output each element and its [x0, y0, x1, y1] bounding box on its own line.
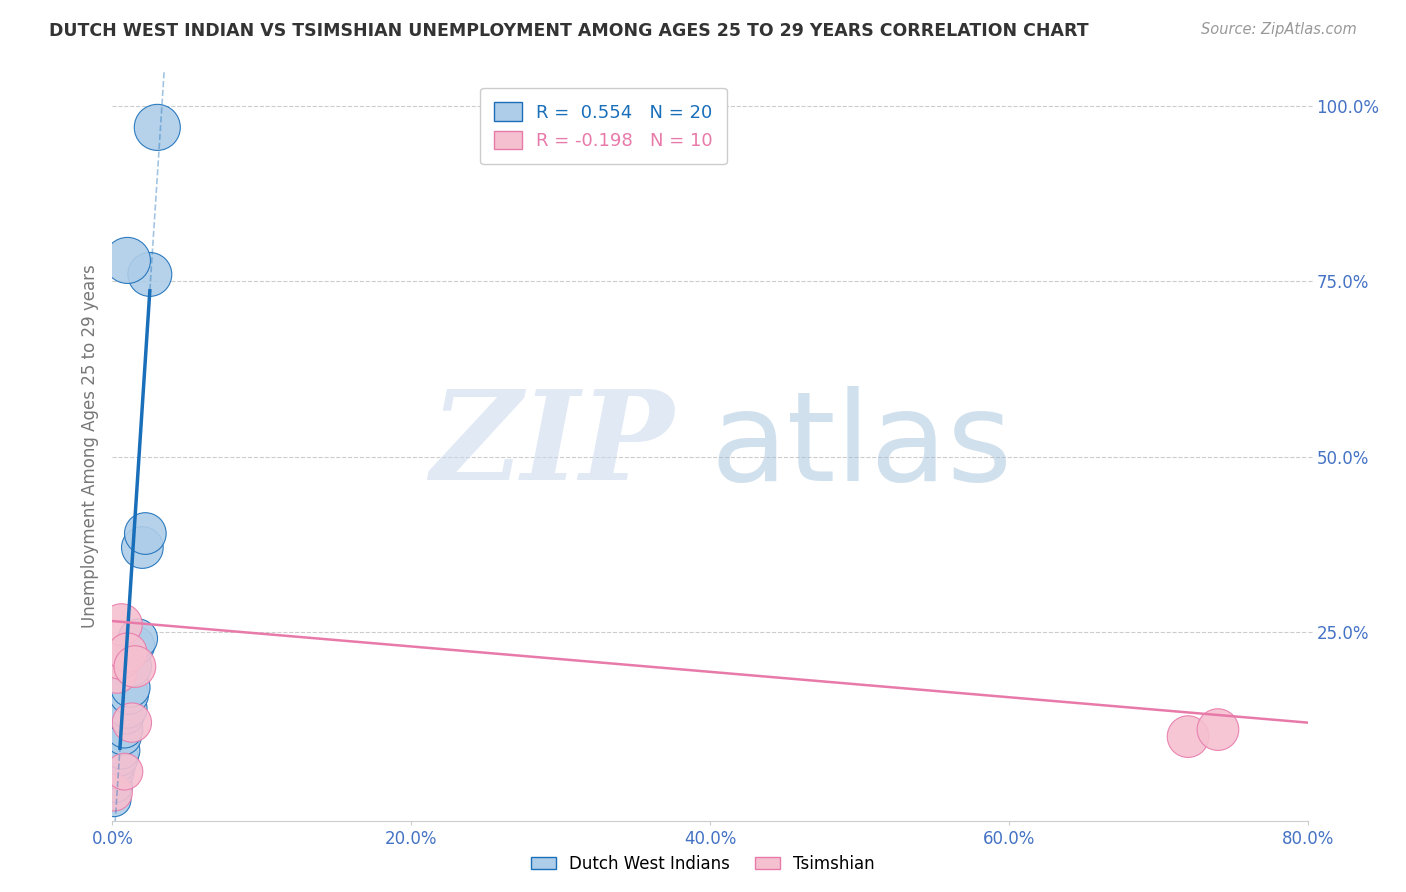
Point [124, 639, 146, 653]
Point [121, 659, 143, 673]
Point [105, 764, 128, 779]
Point [107, 757, 129, 772]
Point [124, 659, 146, 673]
Legend: Dutch West Indians, Tsimshian: Dutch West Indians, Tsimshian [524, 848, 882, 880]
Point [131, 541, 153, 555]
Point [117, 253, 139, 268]
Point [114, 723, 135, 737]
Point [108, 750, 131, 764]
Text: DUTCH WEST INDIAN VS TSIMSHIAN UNEMPLOYMENT AMONG AGES 25 TO 29 YEARS CORRELATIO: DUTCH WEST INDIAN VS TSIMSHIAN UNEMPLOYM… [49, 22, 1088, 40]
Point [117, 646, 139, 660]
Point [111, 730, 134, 744]
Point [105, 666, 128, 681]
Point [114, 764, 135, 779]
Point [104, 779, 127, 793]
Point [103, 786, 125, 800]
Text: atlas: atlas [710, 385, 1012, 507]
Point [110, 617, 132, 632]
Point [146, 120, 169, 135]
Point [103, 792, 125, 806]
Text: ZIP: ZIP [430, 385, 675, 507]
Point [115, 708, 138, 723]
Text: Source: ZipAtlas.com: Source: ZipAtlas.com [1201, 22, 1357, 37]
Point [1206, 723, 1229, 737]
Point [139, 268, 162, 282]
Point [108, 652, 131, 666]
Point [120, 681, 142, 695]
Point [110, 743, 132, 757]
Point [127, 632, 149, 646]
Y-axis label: Unemployment Among Ages 25 to 29 years: Unemployment Among Ages 25 to 29 years [80, 264, 98, 628]
Point [118, 688, 141, 702]
Point [121, 715, 143, 730]
Point [134, 526, 156, 541]
Point [117, 701, 139, 715]
Point [1177, 730, 1199, 744]
Legend: R =  0.554   N = 20, R = -0.198   N = 10: R = 0.554 N = 20, R = -0.198 N = 10 [479, 88, 727, 164]
